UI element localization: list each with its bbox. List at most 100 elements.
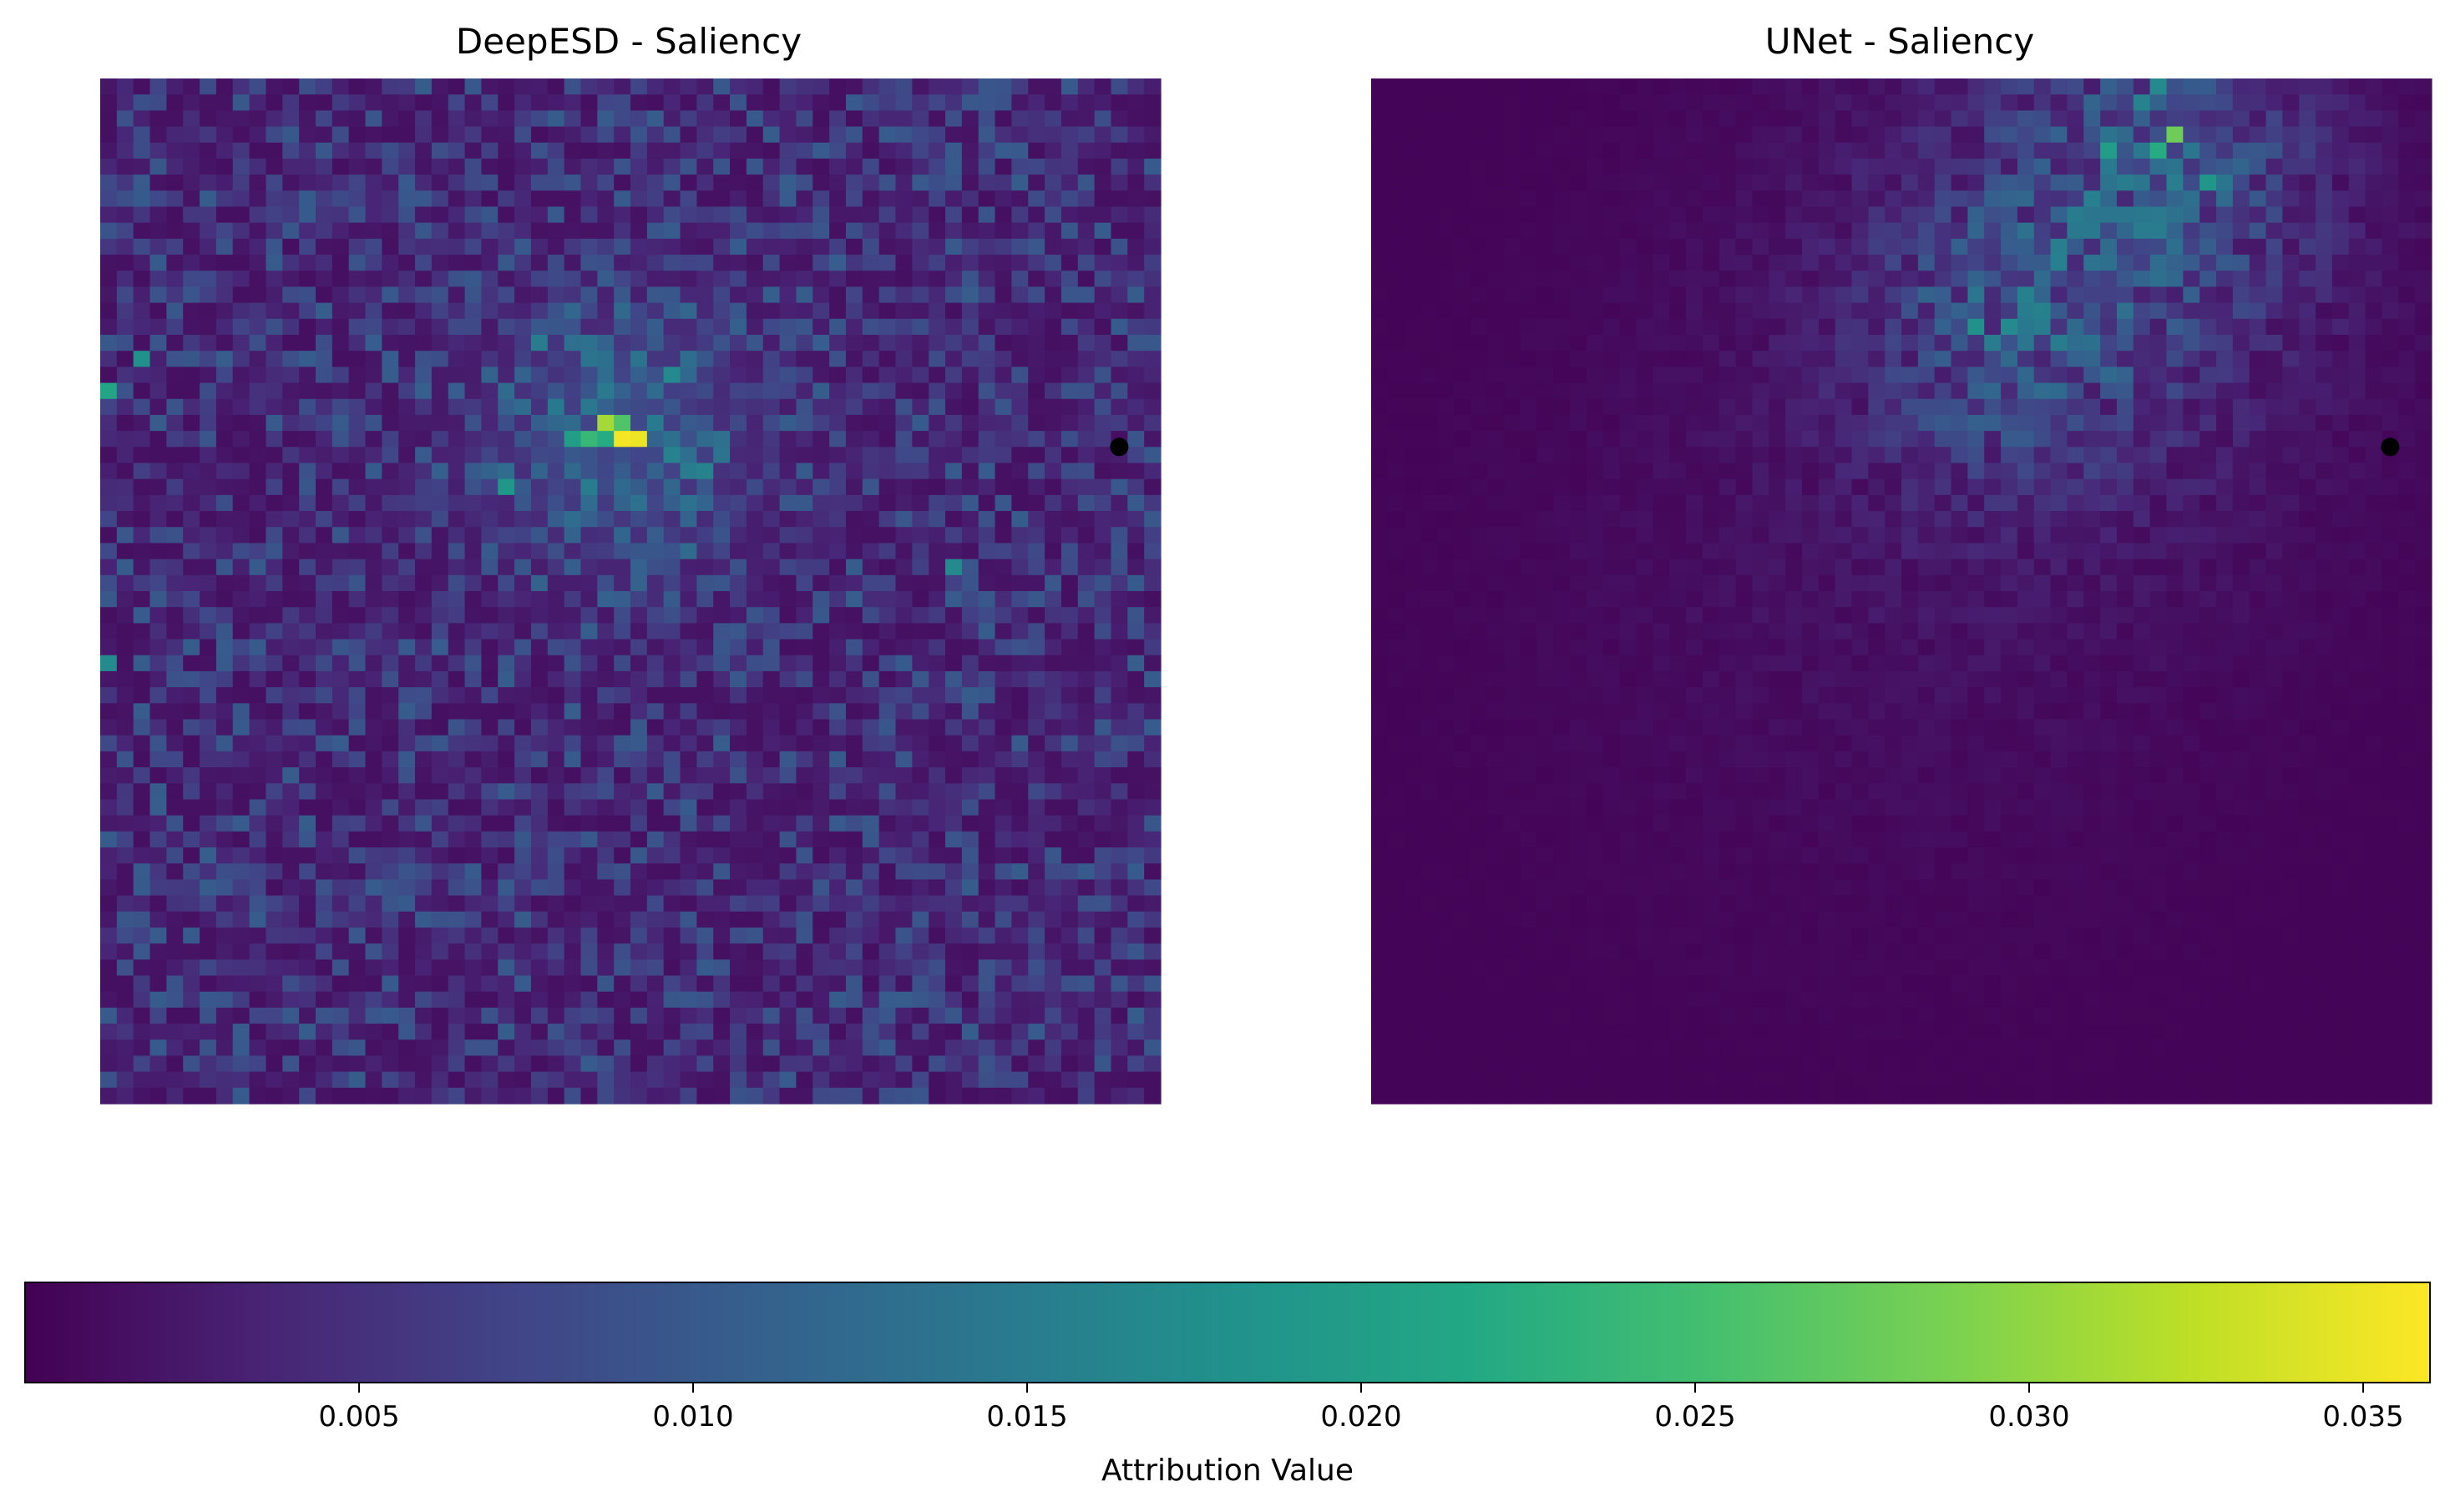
heatmap-cell (564, 831, 582, 848)
heatmap-cell (945, 174, 963, 191)
heatmap-cell (514, 286, 532, 304)
heatmap-cell (116, 335, 134, 351)
heatmap-cell (2348, 110, 2366, 128)
heatmap-cell (713, 222, 731, 240)
heatmap-cell (415, 174, 433, 191)
heatmap-cell (1868, 286, 1886, 304)
heatmap-cell (878, 447, 897, 464)
heatmap-cell (100, 687, 118, 704)
heatmap-cell (100, 975, 118, 993)
heatmap-cell (2265, 222, 2283, 240)
heatmap-cell (597, 991, 615, 1009)
heatmap-cell (730, 767, 747, 784)
heatmap-cell (912, 351, 929, 367)
heatmap-cell (2133, 222, 2151, 240)
heatmap-cell (183, 511, 200, 528)
heatmap-cell (1111, 398, 1128, 416)
heatmap-cell (365, 238, 382, 255)
heatmap-cell (365, 318, 382, 336)
heatmap-cell (1785, 126, 1803, 144)
heatmap-cell (1503, 271, 1521, 288)
heatmap-cell (315, 318, 333, 336)
heatmap-cell (315, 991, 333, 1009)
heatmap-cell (2265, 174, 2283, 191)
heatmap-cell (1619, 222, 1638, 240)
heatmap-cell (1934, 110, 1952, 128)
heatmap-cell (415, 607, 433, 624)
heatmap-cell (929, 527, 946, 544)
heatmap-cell (829, 927, 847, 944)
heatmap-cell (796, 863, 813, 880)
heatmap-cell (200, 895, 217, 913)
heatmap-cell (912, 927, 929, 944)
heatmap-cell (580, 959, 598, 977)
heatmap-cell (348, 911, 367, 928)
heatmap-cell (382, 1071, 399, 1089)
heatmap-cell (2083, 110, 2101, 128)
heatmap-cell (2067, 255, 2084, 271)
heatmap-cell (2331, 94, 2350, 111)
heatmap-cell (266, 78, 283, 95)
heatmap-cell (547, 110, 565, 128)
heatmap-cell (282, 431, 300, 448)
heatmap-cell (2116, 190, 2134, 208)
heatmap-cell (448, 991, 466, 1009)
heatmap-cell (547, 687, 565, 704)
heatmap-cell (1028, 398, 1045, 416)
heatmap-cell (580, 302, 598, 320)
heatmap-cell (730, 110, 747, 128)
heatmap-cell (762, 879, 781, 897)
heatmap-cell (133, 623, 151, 640)
heatmap-cell (232, 1087, 251, 1105)
heatmap-cell (796, 639, 813, 656)
heatmap-cell (1111, 975, 1128, 993)
heatmap-cell (713, 751, 731, 768)
heatmap-cell (200, 623, 217, 640)
heatmap-cell (382, 879, 399, 897)
heatmap-cell (266, 382, 283, 400)
heatmap-cell (895, 943, 913, 960)
heatmap-cell (746, 94, 764, 111)
heatmap-cell (812, 655, 830, 672)
heatmap-cell (1011, 735, 1029, 752)
heatmap-cell (929, 687, 946, 704)
heatmap-cell (995, 206, 1012, 224)
heatmap-cell (365, 494, 382, 512)
heatmap-cell (200, 238, 217, 255)
heatmap-cell (116, 318, 134, 336)
heatmap-cell (315, 78, 333, 95)
heatmap-cell (299, 527, 316, 544)
heatmap-cell (680, 463, 697, 480)
heatmap-cell (415, 158, 433, 175)
heatmap-cell (2365, 190, 2383, 208)
heatmap-cell (1619, 94, 1638, 111)
heatmap-cell (646, 767, 665, 784)
heatmap-cell (183, 1055, 200, 1073)
heatmap-cell (2050, 78, 2068, 95)
heatmap-cell (249, 511, 267, 528)
heatmap-cell (1144, 414, 1162, 432)
heatmap-cell (995, 559, 1012, 576)
heatmap-cell (2216, 206, 2234, 224)
heatmap-cell (796, 927, 813, 944)
heatmap-cell (282, 206, 300, 224)
heatmap-cell (348, 478, 367, 496)
heatmap-cell (431, 206, 449, 224)
heatmap-cell (1570, 238, 1587, 255)
heatmap-cell (183, 815, 200, 832)
heatmap-cell (1785, 142, 1803, 159)
heatmap-cell (878, 1071, 897, 1089)
heatmap-cell (564, 991, 582, 1009)
heatmap-cell (730, 78, 747, 95)
heatmap-cell (680, 927, 697, 944)
heatmap-cell (1835, 94, 1853, 111)
heatmap-cell (183, 414, 200, 432)
heatmap-cell (812, 1087, 830, 1105)
heatmap-cell (812, 703, 830, 721)
heatmap-cell (812, 318, 830, 336)
heatmap-cell (332, 302, 350, 320)
heatmap-cell (332, 238, 350, 255)
heatmap-cell (1011, 991, 1029, 1009)
heatmap-cell (299, 719, 316, 736)
heatmap-cell (464, 206, 482, 224)
